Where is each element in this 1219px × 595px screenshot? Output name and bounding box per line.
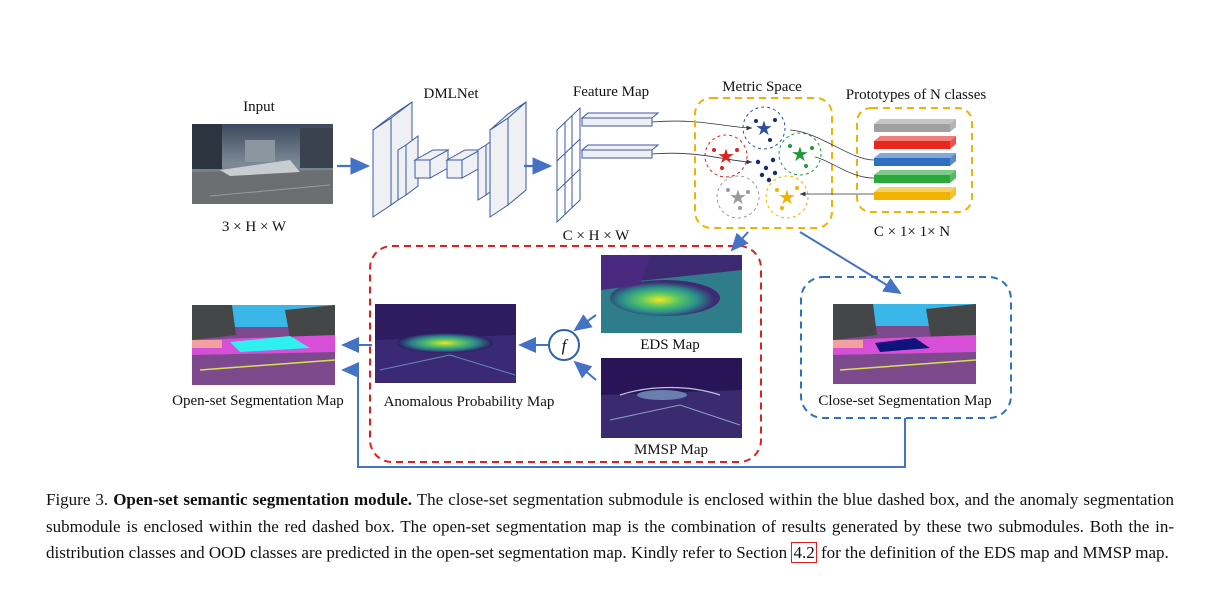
prototype-bars bbox=[874, 119, 956, 200]
prototype-bar bbox=[874, 192, 950, 200]
prototype-bar-side bbox=[950, 187, 956, 200]
close-set-label: Close-set Segmentation Map bbox=[818, 393, 991, 409]
prototype-bar-top bbox=[874, 170, 956, 175]
yellow-star-icon: ★ bbox=[778, 185, 796, 209]
feature-to-metric-line-1 bbox=[651, 120, 753, 131]
blue-star-icon: ★ bbox=[755, 116, 773, 140]
gray-star-icon: ★ bbox=[729, 185, 747, 209]
prototype-dims: C × 1× 1× N bbox=[874, 224, 950, 240]
open-set-map-image bbox=[192, 305, 336, 385]
dmlnet-label: DMLNet bbox=[424, 86, 480, 102]
anomalous-label: Anomalous Probability Map bbox=[384, 394, 555, 410]
input-label: Input bbox=[243, 99, 275, 115]
arrow-metric-to-closeset bbox=[799, 231, 902, 295]
prototype-bar-side bbox=[950, 170, 956, 183]
metric-space-box bbox=[694, 97, 833, 229]
green-star-icon: ★ bbox=[791, 142, 809, 166]
prototypes-label: Prototypes of N classes bbox=[846, 87, 987, 103]
fusion-function-icon bbox=[548, 329, 580, 361]
caption-label: Figure 3. bbox=[46, 490, 109, 509]
arrow-closeset-to-openset bbox=[341, 362, 906, 468]
feature-to-metric-line-2 bbox=[651, 152, 753, 165]
mmsp-map-image bbox=[601, 358, 742, 438]
prototype-link-green bbox=[814, 156, 875, 179]
arrow-metric-to-eds bbox=[730, 231, 749, 252]
prototype-bar bbox=[874, 141, 950, 149]
prototype-bar-top bbox=[874, 153, 956, 158]
prototype-bar-side bbox=[950, 153, 956, 166]
mmsp-label: MMSP Map bbox=[634, 442, 708, 458]
prototype-bar bbox=[874, 124, 950, 132]
prototype-bar-top bbox=[874, 119, 956, 124]
input-image bbox=[192, 124, 333, 204]
metric-space-label: Metric Space bbox=[722, 79, 802, 95]
red-star-icon: ★ bbox=[717, 144, 735, 168]
dmlnet-network bbox=[372, 100, 527, 218]
prototype-link-blue bbox=[789, 129, 875, 161]
feature-vectors bbox=[580, 112, 660, 159]
metric-clusters: ★ ★ ★ ★ ★ bbox=[704, 106, 822, 219]
prototype-bar-top bbox=[874, 187, 956, 192]
section-ref-link[interactable]: 4.2 bbox=[791, 542, 817, 563]
anomalous-probability-map-image bbox=[375, 304, 516, 383]
figure-caption: Figure 3. Open-set semantic segmentation… bbox=[46, 487, 1174, 567]
arrow-mmsp-to-fusion bbox=[573, 360, 597, 381]
eds-label: EDS Map bbox=[640, 337, 700, 353]
prototype-bar bbox=[874, 175, 950, 183]
close-set-map-image bbox=[833, 304, 977, 384]
caption-text-end: for the definition of the EDS map and MM… bbox=[820, 543, 1169, 562]
fusion-symbol: f bbox=[562, 336, 569, 355]
anomaly-submodule-box bbox=[369, 245, 762, 463]
input-dims: 3 × H × W bbox=[222, 219, 287, 235]
prototype-bar bbox=[874, 158, 950, 166]
arrow-eds-to-fusion bbox=[573, 314, 597, 332]
prototype-bar-side bbox=[950, 119, 956, 132]
prototypes-box bbox=[856, 107, 973, 213]
prototype-bar-side bbox=[950, 136, 956, 149]
caption-title: Open-set semantic segmentation module. bbox=[113, 490, 413, 509]
prototype-bar-top bbox=[874, 136, 956, 141]
eds-map-image bbox=[601, 255, 742, 333]
feature-dims: C × H × W bbox=[563, 228, 630, 244]
architecture-diagram: Input 3 × H × W DMLNet Feature Map bbox=[172, 79, 1012, 468]
open-set-label: Open-set Segmentation Map bbox=[172, 393, 344, 409]
caption-text: The close-set segmentation submodule is … bbox=[46, 490, 1175, 562]
feature-map-grid bbox=[556, 106, 581, 224]
feature-map-label: Feature Map bbox=[573, 84, 649, 100]
